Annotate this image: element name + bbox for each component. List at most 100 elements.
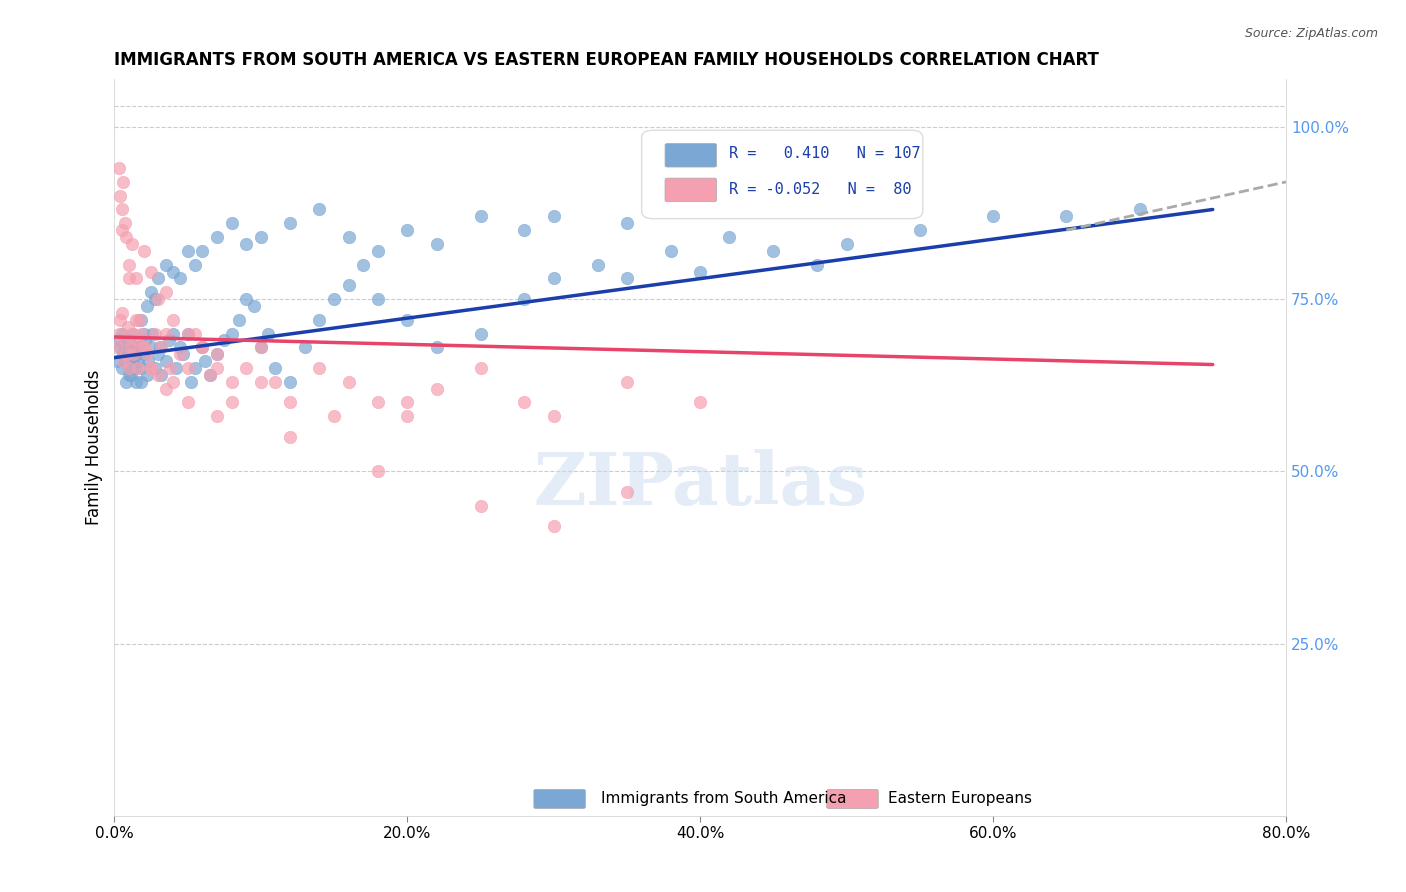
Point [235,292,257,306]
Point [264,361,287,376]
Point [150,368,173,382]
Point [145,326,167,341]
Text: Source: ZipAtlas.com: Source: ZipAtlas.com [1244,27,1378,40]
Point [155,258,177,272]
Point [586,258,609,272]
Y-axis label: Family Households: Family Households [86,369,103,524]
Point [155,354,177,368]
Point [205,230,228,244]
Point [308,361,330,376]
Point [105,354,128,368]
Point [1054,210,1077,224]
Point [129,375,152,389]
Point [205,409,228,424]
Point [184,258,207,272]
Point [513,395,536,409]
Point [250,340,273,354]
Point [127,361,149,376]
Point [149,340,172,354]
Point [165,361,187,376]
Point [129,361,152,376]
Point [107,161,129,176]
Point [908,223,931,237]
Point [155,326,177,341]
Point [145,361,167,376]
Point [205,347,228,361]
Point [1128,202,1150,217]
Point [121,326,143,341]
Point [132,244,155,258]
Point [117,319,139,334]
Point [122,354,145,368]
Point [125,347,148,361]
Point [221,395,243,409]
Point [426,340,449,354]
Point [426,382,449,396]
Point [107,326,129,341]
Point [308,312,330,326]
Point [835,236,858,251]
Point [689,395,711,409]
Point [111,361,134,376]
Text: Eastern Europeans: Eastern Europeans [887,791,1032,806]
Point [278,430,301,444]
Point [118,361,141,376]
Point [396,312,419,326]
Point [150,340,173,354]
Point [337,375,360,389]
Point [155,382,177,396]
Point [191,340,214,354]
Point [139,361,162,376]
Point [135,299,157,313]
Point [762,244,785,258]
Point [396,223,419,237]
Point [129,312,152,326]
Point [169,347,191,361]
Point [278,216,301,230]
FancyBboxPatch shape [641,130,922,219]
Point [125,375,148,389]
Point [115,347,138,361]
FancyBboxPatch shape [665,178,717,202]
Point [139,285,162,300]
Point [169,271,191,285]
FancyBboxPatch shape [534,789,585,808]
Point [127,354,149,368]
Text: Immigrants from South America: Immigrants from South America [600,791,846,806]
Point [176,244,198,258]
Point [129,326,152,341]
Point [205,361,228,376]
Point [176,326,198,341]
Point [689,264,711,278]
Point [121,236,143,251]
Point [543,210,565,224]
Point [659,244,682,258]
Point [367,292,389,306]
Point [367,395,389,409]
Point [139,340,162,354]
Point [122,326,145,341]
Point [470,361,492,376]
Point [513,223,536,237]
Point [157,334,180,348]
Point [172,347,194,361]
Point [148,347,170,361]
Point [198,368,221,382]
Point [120,340,142,354]
Point [396,409,419,424]
Point [112,175,135,189]
Text: R = -0.052   N =  80: R = -0.052 N = 80 [730,182,912,196]
Point [111,223,134,237]
Point [135,368,157,382]
Point [543,271,565,285]
Point [616,216,638,230]
Point [135,347,157,361]
Point [616,271,638,285]
Point [162,326,184,341]
FancyBboxPatch shape [827,789,879,808]
Point [221,375,243,389]
Point [122,347,145,361]
Point [235,361,257,376]
Point [162,375,184,389]
Point [125,312,148,326]
